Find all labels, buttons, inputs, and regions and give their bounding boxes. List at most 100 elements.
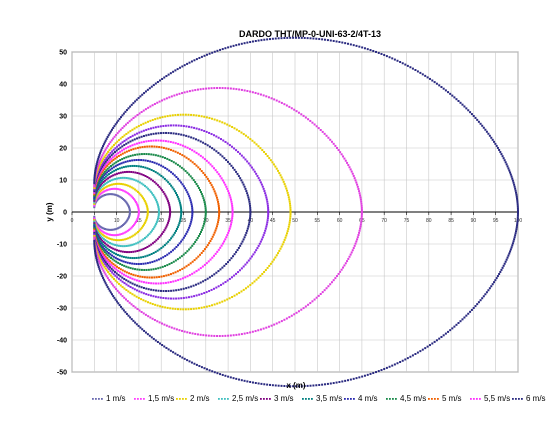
data-point <box>242 156 245 159</box>
data-point <box>262 327 265 330</box>
data-point <box>137 206 140 209</box>
legend-item: 6 m/s <box>512 394 546 403</box>
data-point <box>128 211 131 213</box>
data-point <box>265 95 268 98</box>
data-point <box>133 188 136 191</box>
data-point <box>344 379 347 382</box>
data-point <box>101 239 104 242</box>
data-point <box>189 246 192 249</box>
data-point <box>96 165 99 168</box>
data-point <box>283 103 286 106</box>
data-point <box>140 310 143 313</box>
data-point <box>94 250 97 253</box>
data-point <box>138 268 141 271</box>
data-point <box>163 192 166 195</box>
data-point <box>228 229 231 232</box>
data-point <box>356 185 359 188</box>
data-point <box>451 327 454 330</box>
data-point <box>122 112 125 115</box>
data-point <box>249 257 252 260</box>
data-point <box>125 201 128 204</box>
data-point <box>399 360 402 363</box>
data-point <box>208 179 211 182</box>
data-point <box>173 247 176 250</box>
data-point <box>339 270 342 273</box>
data-point <box>476 118 479 121</box>
data-point <box>125 256 128 259</box>
data-point <box>213 118 216 121</box>
data-point <box>142 286 145 289</box>
data-point <box>211 274 214 277</box>
data-point <box>278 321 281 324</box>
data-point <box>98 241 101 244</box>
data-point <box>431 79 434 82</box>
data-point <box>171 172 174 175</box>
data-point <box>125 138 128 141</box>
data-point <box>97 163 100 166</box>
data-point <box>236 172 239 175</box>
data-point <box>104 255 107 258</box>
data-point <box>122 166 125 169</box>
data-point <box>355 181 358 184</box>
data-point <box>239 177 242 180</box>
data-point <box>350 251 353 254</box>
data-point <box>516 224 519 227</box>
data-point <box>172 124 175 127</box>
data-point <box>180 209 183 212</box>
data-point <box>173 190 176 193</box>
data-point <box>96 262 99 265</box>
data-point <box>148 253 151 256</box>
legend-marker <box>470 398 472 400</box>
data-point <box>117 267 120 270</box>
data-point <box>154 118 157 121</box>
data-point <box>121 149 124 152</box>
data-point <box>516 203 519 206</box>
data-point <box>457 322 460 325</box>
data-point <box>503 262 506 265</box>
data-point <box>311 300 314 303</box>
data-point <box>104 158 107 161</box>
data-point <box>231 296 234 299</box>
data-point <box>127 184 130 187</box>
data-point <box>167 124 170 127</box>
data-point <box>137 215 140 218</box>
data-point <box>268 264 271 267</box>
data-point <box>100 161 103 164</box>
data-point <box>199 281 202 284</box>
data-point <box>287 225 290 228</box>
data-point <box>229 334 232 337</box>
data-point <box>194 240 197 243</box>
data-point <box>130 170 133 173</box>
data-point <box>257 39 260 42</box>
data-point <box>353 244 356 247</box>
data-point <box>109 253 112 256</box>
data-point <box>161 77 164 80</box>
data-point <box>318 38 321 41</box>
data-point <box>98 262 101 265</box>
data-point <box>228 259 231 262</box>
data-point <box>271 37 274 40</box>
data-point <box>167 219 170 222</box>
data-point <box>263 190 266 193</box>
data-point <box>97 241 100 244</box>
data-point <box>227 190 230 193</box>
data-point <box>117 172 120 175</box>
data-point <box>172 297 175 300</box>
data-point <box>104 263 107 266</box>
data-point <box>481 124 484 127</box>
data-point <box>93 248 96 251</box>
data-point <box>353 177 356 180</box>
data-point <box>99 256 102 259</box>
data-point <box>145 140 148 143</box>
data-point <box>112 255 115 258</box>
data-point <box>144 121 147 124</box>
data-point <box>158 236 161 239</box>
data-point <box>157 296 160 299</box>
data-point <box>215 150 218 153</box>
data-point <box>174 259 177 262</box>
data-point <box>267 96 270 99</box>
data-point <box>185 287 188 290</box>
data-point <box>114 193 117 196</box>
data-point <box>101 236 104 239</box>
data-point <box>351 172 354 175</box>
